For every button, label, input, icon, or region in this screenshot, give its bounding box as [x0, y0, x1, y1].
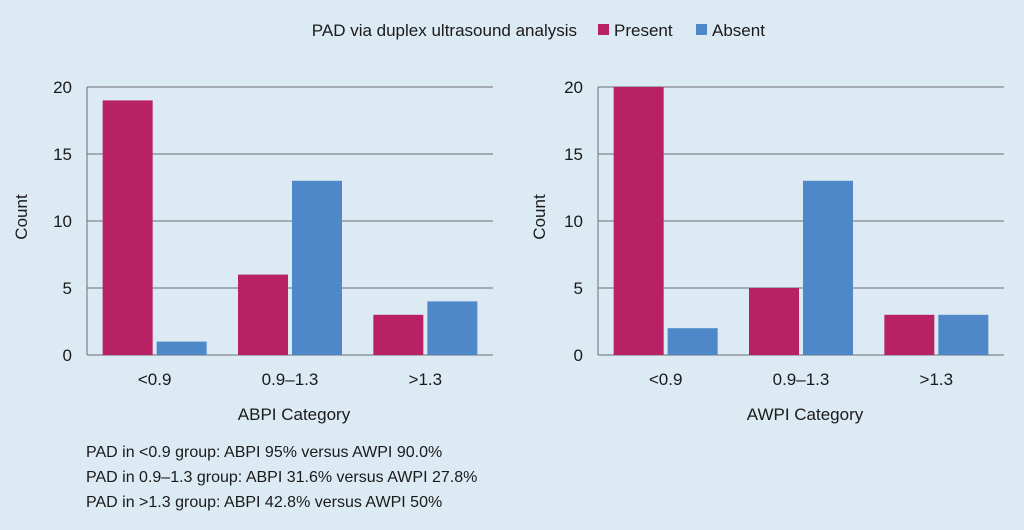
- abpi-bar-absent-1: [292, 180, 342, 355]
- legend-label-absent: Absent: [712, 21, 765, 40]
- awpi-y-axis-label: Count: [530, 194, 549, 240]
- abpi-chart: ABPI Category Count 0 5 10 15 20 <0.9 0.9–1.3 >…: [12, 78, 493, 424]
- awpi-y-tick-5: 5: [574, 279, 583, 298]
- abpi-x-tick-1: 0.9–1.3: [262, 370, 319, 389]
- note-line-3: PAD in >1.3 group: ABPI 42.8% versus AWP…: [86, 494, 443, 511]
- awpi-bar-present-0: [613, 87, 664, 355]
- abpi-y-tick-15: 15: [53, 145, 72, 164]
- summary-notes: PAD in <0.9 group: ABPI 95% versus AWPI …: [86, 440, 477, 515]
- legend-title: PAD via duplex ultrasound analysis: [312, 21, 577, 40]
- abpi-y-tick-5: 5: [63, 279, 72, 298]
- awpi-y-tick-0: 0: [574, 346, 583, 365]
- abpi-bar-absent-0: [156, 341, 207, 355]
- abpi-x-tick-2: >1.3: [409, 370, 443, 389]
- awpi-x-axis-label: AWPI Category: [747, 405, 864, 424]
- note-line-1: PAD in <0.9 group: ABPI 95% versus AWPI …: [86, 444, 443, 461]
- abpi-y-tick-20: 20: [53, 78, 72, 97]
- abpi-y-axis-label: Count: [12, 194, 31, 240]
- abpi-y-tick-0: 0: [63, 346, 72, 365]
- abpi-bar-absent-2: [427, 301, 478, 355]
- awpi-bar-absent-2: [938, 314, 989, 355]
- awpi-bar-present-1: [749, 288, 799, 355]
- legend-swatch-present: [598, 24, 609, 35]
- awpi-bar-absent-0: [667, 328, 718, 355]
- awpi-x-tick-0: <0.9: [649, 370, 683, 389]
- note-line-2: PAD in 0.9–1.3 group: ABPI 31.6% versus …: [86, 469, 478, 486]
- abpi-bar-present-2: [373, 314, 424, 355]
- awpi-x-tick-1: 0.9–1.3: [773, 370, 830, 389]
- awpi-y-tick-10: 10: [564, 212, 583, 231]
- awpi-bar-present-2: [884, 314, 935, 355]
- legend-label-present: Present: [614, 21, 673, 40]
- awpi-chart: AWPI Category Count 0 5 10 15 20 <0.9 0.9–1.3 >…: [530, 78, 1004, 424]
- awpi-x-tick-2: >1.3: [920, 370, 954, 389]
- abpi-x-axis-label: ABPI Category: [238, 405, 351, 424]
- legend: PAD via duplex ultrasound analysis Prese…: [312, 21, 765, 40]
- legend-swatch-absent: [696, 24, 707, 35]
- awpi-bar-absent-1: [803, 180, 853, 355]
- abpi-x-tick-0: <0.9: [138, 370, 172, 389]
- awpi-y-tick-20: 20: [564, 78, 583, 97]
- abpi-y-tick-10: 10: [53, 212, 72, 231]
- abpi-bar-present-0: [102, 100, 153, 356]
- awpi-y-tick-15: 15: [564, 145, 583, 164]
- abpi-bar-present-1: [238, 274, 288, 355]
